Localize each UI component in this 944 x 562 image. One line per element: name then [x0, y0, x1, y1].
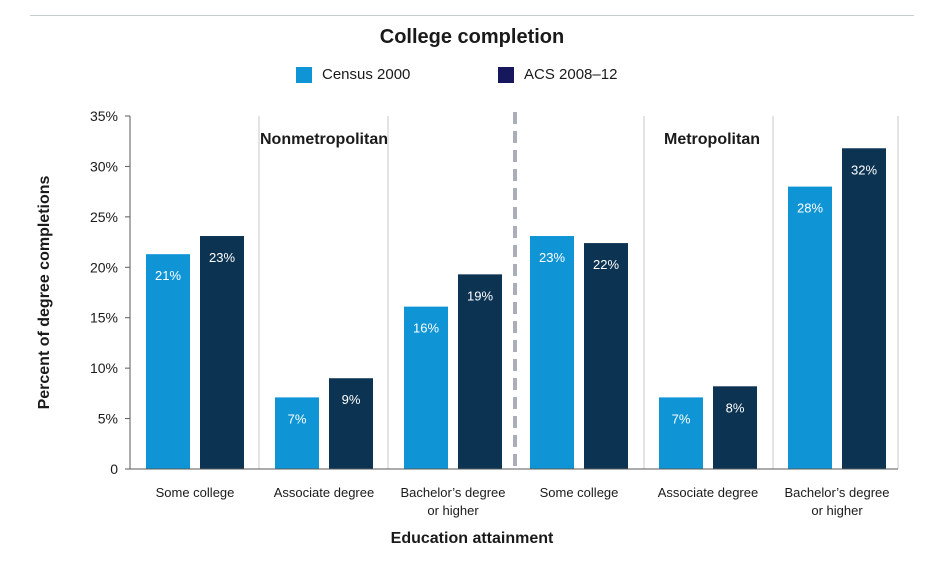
legend-item-census-2000: Census 2000	[296, 66, 410, 83]
bar-acs-2008-12	[842, 148, 886, 469]
legend-label-census-2000: Census 2000	[322, 66, 411, 83]
category-label: Some college	[540, 485, 619, 500]
y-tick-label: 20%	[90, 259, 118, 275]
bar-census-2000	[275, 397, 319, 469]
category-label: Some college	[156, 485, 235, 500]
bar-value-label: 8%	[726, 400, 745, 415]
group-label: Metropolitan	[664, 131, 760, 148]
category-label: Associate degree	[658, 485, 758, 500]
bar-value-label: 16%	[413, 321, 439, 336]
bar-acs-2008-12	[329, 378, 373, 469]
bar-value-label: 7%	[288, 411, 307, 426]
y-tick-label: 35%	[90, 108, 118, 124]
bar-census-2000	[530, 236, 574, 469]
y-tick-label: 5%	[98, 411, 118, 427]
bar-value-label: 22%	[593, 257, 619, 272]
bar-acs-2008-12	[458, 274, 502, 469]
bar-value-label: 9%	[342, 392, 361, 407]
y-tick-label: 10%	[90, 360, 118, 376]
bar-census-2000	[404, 306, 448, 469]
y-axis-title: Percent of degree completions	[36, 175, 53, 409]
y-tick-label: 15%	[90, 310, 118, 326]
x-axis-title: Education attainment	[390, 530, 554, 547]
category-label: Bachelor’s degree	[784, 485, 889, 500]
category-label: or higher	[811, 503, 863, 518]
group-label: Nonmetropolitan	[260, 131, 388, 148]
bar-acs-2008-12	[584, 243, 628, 469]
bar-acs-2008-12	[713, 386, 757, 469]
y-tick-label: 25%	[90, 209, 118, 225]
bar-census-2000	[788, 186, 832, 469]
bar-value-label: 23%	[209, 250, 235, 265]
bar-acs-2008-12	[200, 236, 244, 469]
category-label: Bachelor’s degree	[400, 485, 505, 500]
legend-label-acs-2008-12: ACS 2008–12	[524, 66, 618, 83]
top-rule	[30, 15, 914, 16]
legend-item-acs-2008-12: ACS 2008–12	[498, 66, 617, 83]
chart-title: College completion	[379, 26, 565, 48]
bar-value-label: 21%	[155, 268, 181, 283]
bar-value-label: 28%	[797, 201, 823, 216]
bar-value-label: 19%	[467, 288, 493, 303]
bar-value-label: 7%	[672, 411, 691, 426]
category-label: Associate degree	[274, 485, 374, 500]
bar-value-label: 32%	[851, 162, 877, 177]
legend-swatch-acs-2008-12	[498, 66, 514, 83]
y-tick-label: 0	[110, 461, 118, 477]
legend-swatch-census-2000	[296, 66, 312, 83]
bar-census-2000	[146, 254, 190, 469]
bar-census-2000	[659, 397, 703, 469]
y-tick-label: 30%	[90, 158, 118, 174]
category-label: or higher	[427, 503, 479, 518]
bar-value-label: 23%	[539, 250, 565, 265]
legend: Census 2000 ACS 2008–12	[0, 66, 944, 90]
